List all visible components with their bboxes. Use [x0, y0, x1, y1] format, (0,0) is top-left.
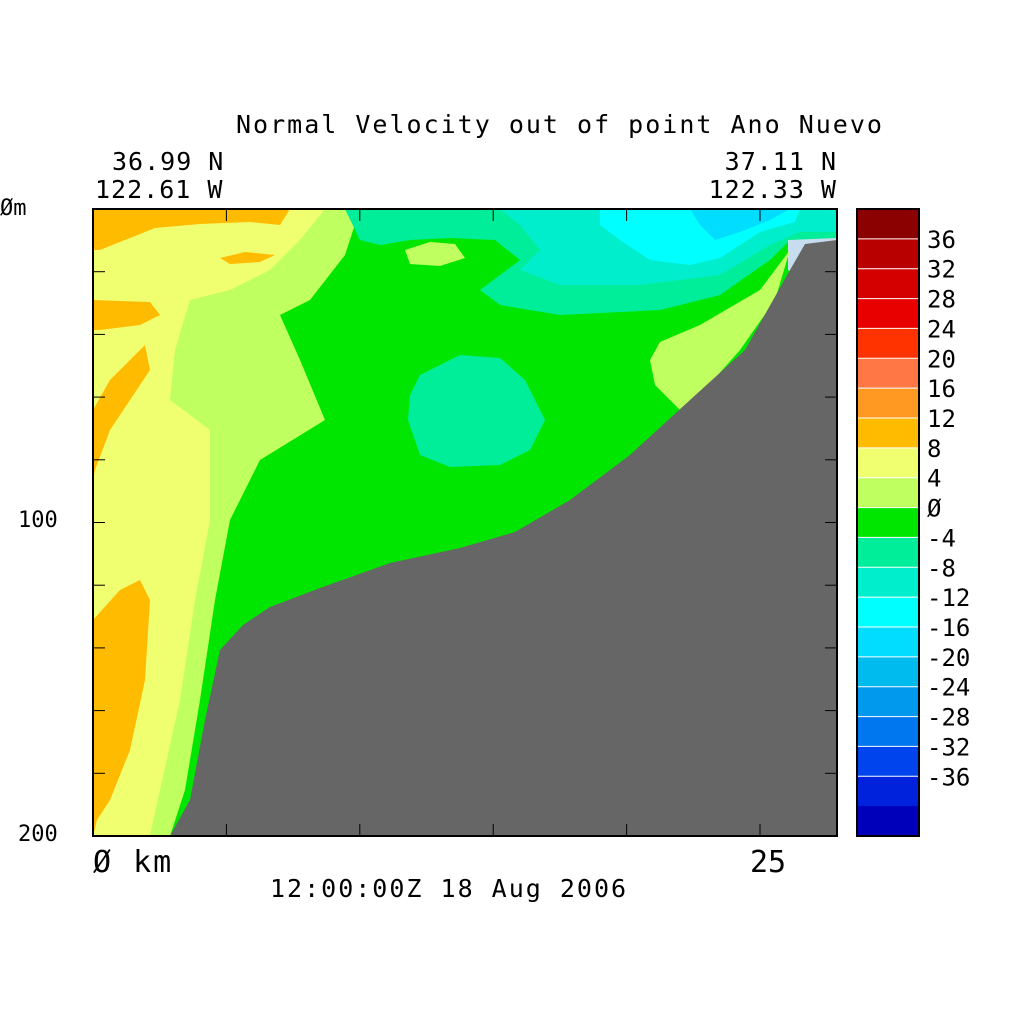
- right-longitude: 122.33 W: [708, 175, 837, 204]
- colorbar-swatch: [857, 209, 919, 240]
- colorbar-swatch: [857, 268, 919, 300]
- colorbar-tick-label: -16: [927, 614, 970, 642]
- colorbar-swatch: [857, 537, 919, 568]
- colorbar-tick-label: -12: [927, 584, 970, 612]
- colorbar-swatch: [857, 298, 919, 329]
- colorbar-swatch: [857, 238, 919, 270]
- axis-ticks: [93, 209, 837, 836]
- velocity-contour-field: [93, 209, 837, 836]
- colorbar-swatch: [857, 477, 919, 509]
- colorbar-tick-label: 20: [927, 345, 956, 373]
- colorbar-swatch: [857, 686, 919, 718]
- bathymetry-land: [170, 240, 837, 836]
- contour-12-to-16-c: [220, 252, 275, 264]
- chart-title: Normal Velocity out of point Ano Nuevo: [236, 110, 884, 139]
- contour-12-to-16-bottom: [93, 580, 150, 836]
- colorbar-frame: [856, 208, 920, 837]
- colorbar-swatch: [857, 507, 919, 538]
- colorbar-tick-label: -32: [927, 733, 970, 761]
- colorbar-swatch: [857, 358, 919, 389]
- contour-8-to-12-left: [93, 209, 325, 836]
- y-tick-label-200: 200: [18, 822, 58, 847]
- colorbar-swatch: [857, 746, 919, 777]
- y-tick-label-0: Øm: [0, 196, 27, 221]
- colorbar-tick-label: 36: [927, 226, 956, 254]
- left-latitude: 36.99 N: [112, 147, 225, 176]
- contour-neg-12-to-16: [690, 209, 790, 240]
- colorbar-swatch: [857, 806, 919, 837]
- right-latitude: 37.11 N: [724, 147, 837, 176]
- timestamp: 12:00:00Z 18 Aug 2006: [270, 874, 629, 903]
- colorbar-swatch: [857, 656, 919, 688]
- colorbar-swatch: [857, 388, 919, 419]
- colorbar-tick-label: 28: [927, 286, 956, 314]
- contour-4-to-8-island: [405, 242, 465, 266]
- colorbar-swatch: [857, 597, 919, 628]
- colorbar: 3632282420161284Ø-4-8-12-16-20-24-28-32-…: [857, 209, 970, 837]
- contour-12-to-16-top: [93, 209, 290, 250]
- colorbar-tick-label: -28: [927, 704, 970, 732]
- left-longitude: 122.61 W: [95, 175, 224, 204]
- colorbar-swatch: [857, 627, 919, 658]
- x-tick-label-0: Ø km: [93, 845, 174, 880]
- colorbar-swatch: [857, 328, 919, 359]
- y-tick-label-100: 100: [18, 508, 58, 533]
- colorbar-swatch: [857, 567, 919, 598]
- contour-12-to-16-b: [93, 345, 150, 480]
- contour-12-to-16-a: [93, 300, 160, 330]
- colorbar-tick-label: 4: [927, 465, 941, 493]
- colorbar-tick-label: 32: [927, 256, 956, 284]
- colorbar-swatch: [857, 418, 919, 449]
- x-tick-label-25: 25: [750, 845, 787, 880]
- colorbar-swatch: [857, 716, 919, 747]
- colorbar-swatch: [857, 776, 919, 807]
- colorbar-tick-label: 12: [927, 405, 956, 433]
- colorbar-swatch: [857, 447, 919, 479]
- colorbar-tick-label: -8: [927, 554, 956, 582]
- colorbar-tick-label: 24: [927, 315, 956, 343]
- contour-4-to-8-shelf: [650, 250, 790, 410]
- colorbar-tick-label: Ø: [927, 495, 942, 523]
- colorbar-tick-label: 8: [927, 435, 941, 463]
- contour-neg-patch-center: [408, 355, 545, 467]
- colorbar-tick-label: -4: [927, 524, 956, 552]
- colorbar-tick-label: 16: [927, 375, 956, 403]
- colorbar-tick-label: -20: [927, 644, 970, 672]
- colorbar-tick-label: -24: [927, 674, 970, 702]
- colorbar-tick-label: -36: [927, 763, 970, 791]
